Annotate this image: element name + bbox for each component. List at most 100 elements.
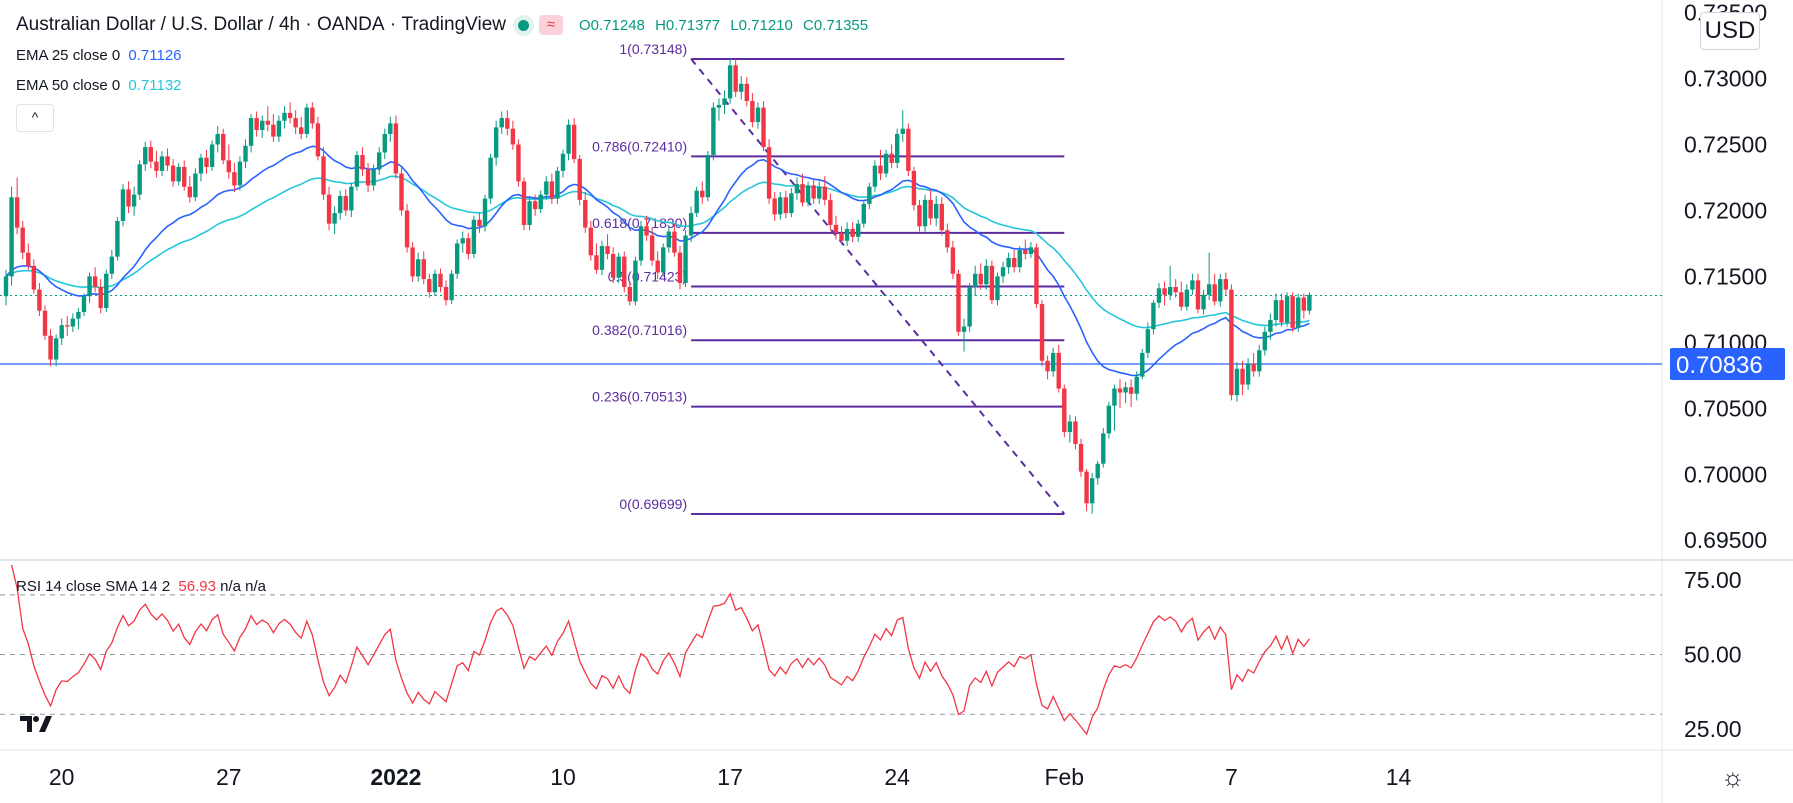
candle-body (555, 170, 560, 199)
candle-body (53, 338, 59, 360)
candle-body (449, 273, 454, 301)
candle-body (260, 120, 265, 130)
candle-body (1084, 471, 1089, 504)
candle-body (343, 195, 348, 211)
fib-level-label: 0.382(0.71016) (592, 322, 687, 338)
candle-body (137, 164, 142, 195)
candle-body (410, 247, 415, 277)
symbol-exchange: OANDA (316, 14, 385, 35)
candle-body (627, 286, 633, 302)
candle-body (889, 153, 894, 163)
price-tick-label: 0.70500 (1684, 395, 1767, 421)
symbol-interval[interactable]: 4h (278, 14, 301, 35)
candle-body (254, 118, 259, 130)
candle-body (755, 107, 761, 123)
candle-body (1151, 302, 1156, 330)
ema25-legend[interactable]: EMA 25 close 0 0.71126 (16, 47, 182, 64)
candle-body (76, 312, 81, 319)
candle-body (265, 120, 270, 125)
candle-body (209, 144, 215, 167)
candle-body (911, 170, 917, 206)
candle-body (438, 273, 443, 287)
candle-body (120, 189, 126, 222)
ema25-line (5, 145, 1310, 377)
market-status-pill[interactable]: ≈ (518, 15, 563, 35)
candle-body (872, 165, 878, 187)
candle-body (92, 276, 98, 287)
settings-gear-icon[interactable]: ☼ (1721, 762, 1745, 792)
candle-body (995, 276, 1000, 301)
candle-body (148, 147, 154, 162)
candle-body (471, 219, 477, 254)
currency-button[interactable]: USD (1700, 12, 1760, 50)
candle-body (622, 256, 627, 287)
candle-body (544, 181, 549, 195)
candle-body (1162, 288, 1167, 295)
rsi-legend[interactable]: RSI 14 close SMA 14 2 56.93 n/a n/a (16, 578, 266, 595)
candle-body (176, 166, 181, 182)
candle-body (805, 185, 811, 203)
candle-body (560, 153, 566, 171)
candle-body (861, 203, 866, 224)
fib-level-label: 0.786(0.72410) (592, 138, 687, 154)
candle-body (761, 107, 766, 148)
candle-body (906, 128, 911, 171)
candle-body (14, 197, 20, 228)
candle-body (1284, 296, 1290, 323)
candle-body (237, 161, 243, 186)
candle-body (466, 238, 471, 254)
candle-body (638, 226, 644, 261)
candle-body (817, 186, 822, 199)
high-value: H0.71377 (655, 16, 721, 34)
ema50-label: EMA 50 close 0 (16, 77, 121, 94)
candle-body (165, 156, 170, 166)
candle-body (1251, 363, 1256, 372)
candle-body (65, 325, 70, 327)
candle-body (1140, 352, 1145, 377)
ema25-value: 0.71126 (128, 47, 182, 64)
current-price-badge (1670, 347, 1785, 380)
candle-body (443, 286, 449, 301)
candle-body (1134, 376, 1139, 394)
candle-body (750, 100, 755, 123)
candle-body (248, 118, 254, 146)
tradingview-logo-icon[interactable] (20, 714, 52, 734)
symbol-name[interactable]: Australian Dollar / U.S. Dollar (16, 14, 264, 35)
candle-body (460, 238, 465, 244)
candle-body (610, 253, 616, 278)
price-tick-label: 0.72500 (1684, 132, 1767, 158)
candle-body (154, 161, 159, 171)
candle-body (1279, 300, 1284, 323)
candle-body (1234, 368, 1240, 396)
candle-body (694, 190, 699, 214)
candle-body (1112, 388, 1117, 406)
candle-body (365, 169, 371, 186)
candle-body (683, 235, 688, 283)
candle-body (243, 145, 248, 162)
candle-body (115, 221, 120, 257)
wave-icon: ≈ (539, 15, 563, 35)
candle-body (1078, 443, 1084, 472)
collapse-legend-button[interactable]: ^ (16, 104, 54, 132)
candle-body (649, 235, 655, 261)
candle-body (1034, 247, 1039, 305)
candle-body (1039, 304, 1045, 361)
candle-body (516, 144, 521, 182)
candle-body (727, 65, 733, 99)
candle-body (87, 276, 92, 297)
candle-body (666, 231, 672, 248)
ema50-legend[interactable]: EMA 50 close 0 0.71132 (16, 77, 182, 94)
time-tick-label: 20 (49, 764, 75, 790)
candle-body (571, 124, 577, 160)
candle-body (945, 230, 950, 248)
candle-body (42, 310, 48, 336)
candle-body (493, 127, 499, 158)
candle-body (70, 318, 76, 327)
candle-body (1245, 363, 1251, 385)
candle-body (1117, 388, 1123, 393)
ema25-label: EMA 25 close 0 (16, 47, 121, 64)
candle-body (1218, 279, 1223, 302)
candle-body (594, 255, 599, 270)
